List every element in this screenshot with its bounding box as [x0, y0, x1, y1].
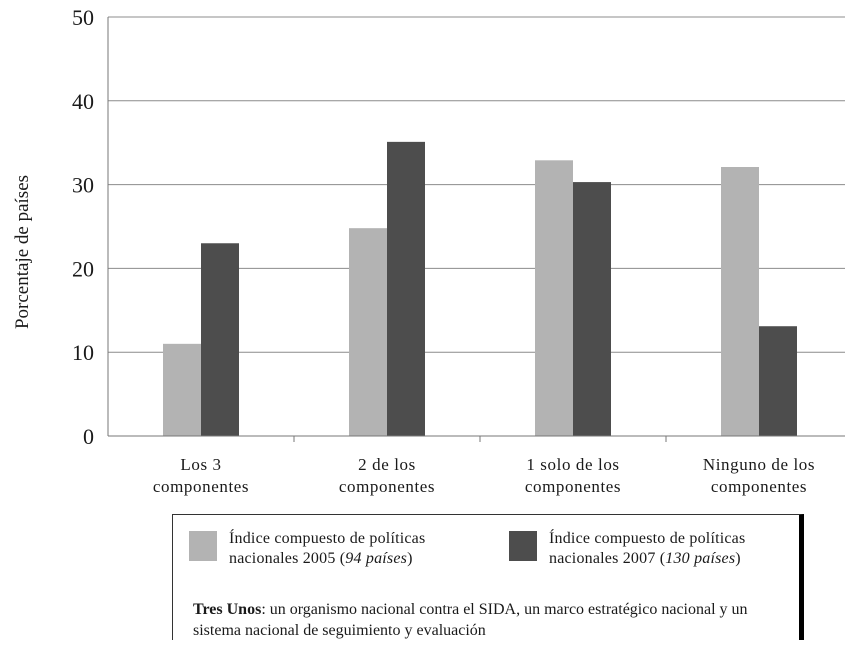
bar-2005-0	[163, 343, 201, 436]
legend: Índice compuesto de políticas nacionales…	[172, 514, 804, 640]
y-tick-label: 50	[72, 5, 94, 30]
y-tick-label: 40	[72, 89, 94, 114]
bar-2007-3	[759, 326, 797, 436]
x-tick-label: Los 3 componentes	[153, 455, 249, 496]
axes: 0 10 20 30 40 50 Los 3 componentes 2 de los compo…	[72, 5, 845, 496]
bar-2005-1	[349, 228, 387, 436]
legend-label-2005: Índice compuesto de políticas nacionales…	[229, 530, 426, 567]
legend-entry-2007: Índice compuesto de políticas nacionales…	[509, 529, 745, 569]
y-tick-label: 10	[72, 340, 94, 365]
y-tick-label: 20	[72, 256, 94, 281]
legend-note: Tres Unos: un organismo nacional contra …	[193, 601, 748, 639]
y-axis-label: Porcentaje de países	[12, 175, 33, 329]
legend-entry-2005: Índice compuesto de políticas nacionales…	[189, 529, 425, 569]
x-tick-label: Ninguno de los componentes	[703, 455, 815, 496]
x-tick-label: 2 de los componentes	[339, 455, 435, 496]
y-tick-label: 30	[72, 173, 94, 198]
bars	[163, 141, 797, 436]
bar-2007-2	[573, 182, 611, 436]
bar-2007-0	[201, 243, 239, 436]
y-tick-label: 0	[83, 424, 94, 449]
legend-swatch-2007	[509, 531, 537, 561]
legend-swatch-2005	[189, 531, 217, 561]
bar-2005-2	[535, 160, 573, 436]
bar-2005-3	[721, 167, 759, 436]
legend-label-2007: Índice compuesto de políticas nacionales…	[549, 530, 746, 567]
bar-2007-1	[387, 141, 425, 436]
x-tick-label: 1 solo de los componentes	[525, 455, 621, 496]
